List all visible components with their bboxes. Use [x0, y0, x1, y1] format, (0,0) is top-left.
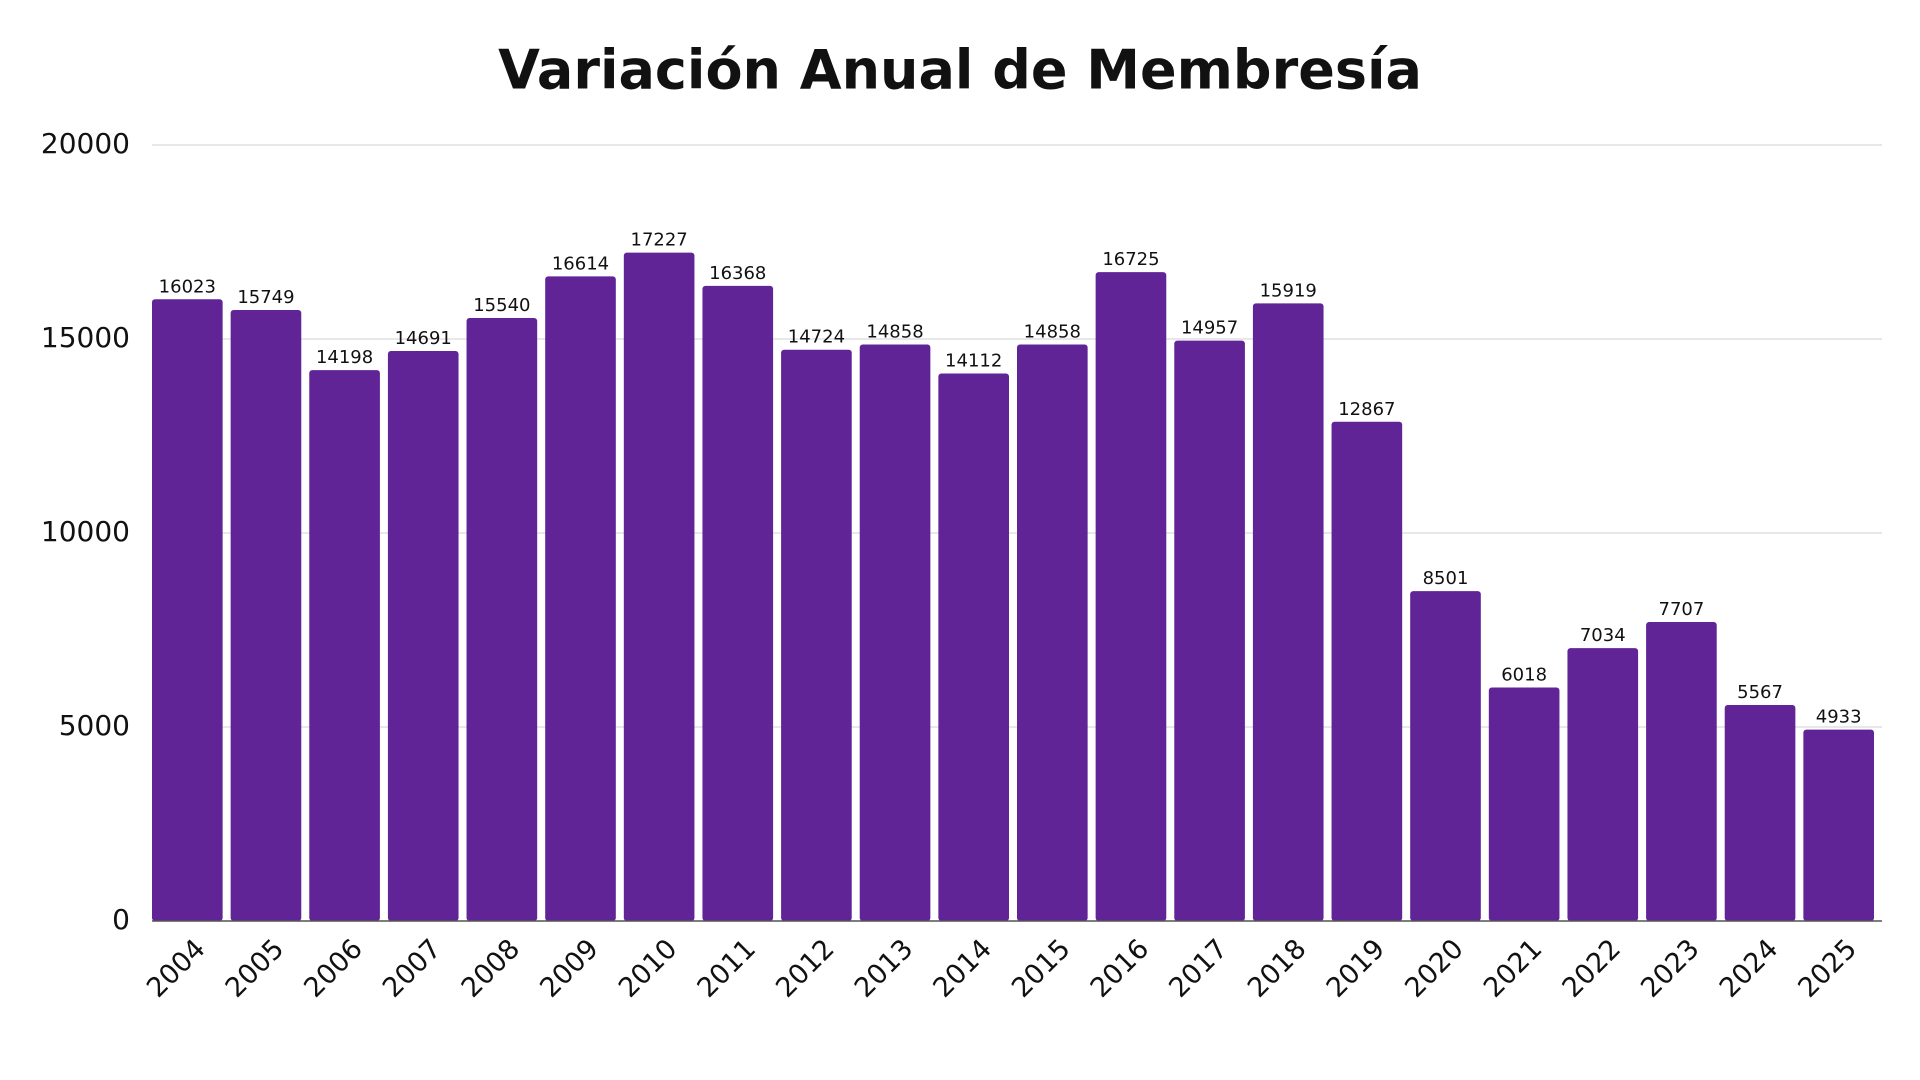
bar: [230, 309, 302, 921]
y-tick-label: 10000: [41, 515, 130, 548]
value-label: 5567: [1737, 682, 1783, 703]
y-tick-label: 0: [112, 903, 130, 936]
value-label: 17227: [631, 230, 688, 251]
value-label: 14858: [1024, 322, 1081, 343]
bar: [623, 252, 695, 921]
bar: [702, 285, 774, 921]
value-label: 8501: [1423, 568, 1469, 589]
bar: [387, 350, 459, 921]
bar: [1410, 591, 1481, 921]
bar: [1095, 272, 1167, 921]
bar: [309, 370, 380, 921]
bar: [1252, 303, 1324, 922]
bar: [781, 349, 852, 921]
value-label: 16023: [159, 276, 216, 297]
value-label: 14957: [1181, 318, 1238, 339]
value-label: 15919: [1260, 280, 1317, 301]
y-tick-label: 20000: [41, 127, 130, 160]
bar: [938, 373, 1009, 921]
value-label: 15540: [473, 295, 530, 316]
value-label: 7034: [1580, 625, 1626, 646]
y-tick-label: 5000: [59, 709, 130, 742]
value-label: 12867: [1338, 399, 1395, 420]
value-label: 7707: [1659, 599, 1705, 620]
bar: [1646, 621, 1717, 921]
bar: [1803, 729, 1874, 921]
bar: [466, 318, 538, 922]
bar: [545, 276, 616, 921]
bar: [1331, 421, 1403, 921]
value-label: 6018: [1501, 665, 1547, 686]
bar: [1567, 648, 1639, 921]
value-label: 16614: [552, 253, 609, 274]
value-label: 14112: [945, 350, 1002, 371]
value-label: 14198: [316, 347, 373, 368]
bar: [1488, 687, 1560, 921]
value-label: 14691: [395, 328, 452, 349]
bar: [1724, 705, 1796, 921]
value-label: 16368: [709, 263, 766, 284]
bar: [859, 344, 931, 921]
value-label: 16725: [1102, 249, 1159, 270]
value-label: 4933: [1816, 707, 1862, 728]
value-label: 15749: [237, 287, 294, 308]
bar: [152, 299, 223, 921]
chart-title: Variación Anual de Membresía: [498, 39, 1422, 102]
bar: [1017, 344, 1088, 921]
y-tick-label: 15000: [41, 321, 130, 354]
bar: [1174, 340, 1245, 921]
value-label: 14858: [866, 322, 923, 343]
value-label: 14724: [788, 327, 845, 348]
